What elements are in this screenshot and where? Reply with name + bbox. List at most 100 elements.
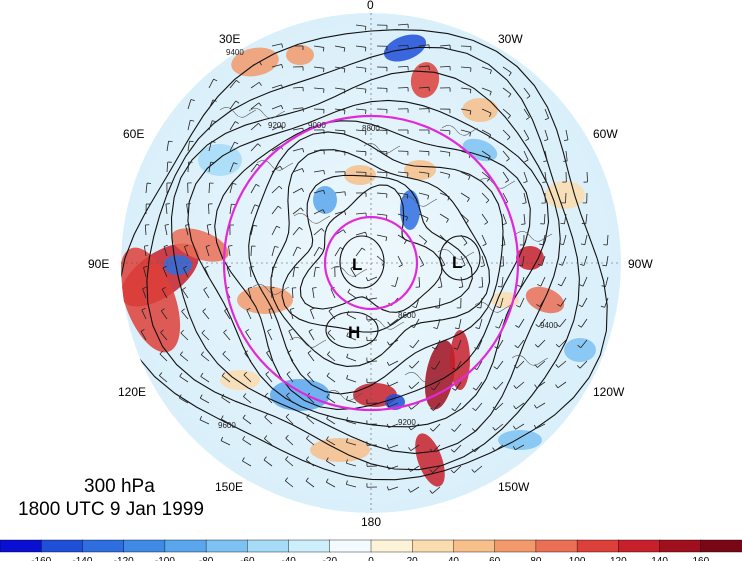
barb-flag [391,285,396,288]
wind-barb [250,224,258,236]
barb-flag [443,241,448,246]
colorbar-tick-label: 100 [569,556,586,561]
barb-staff [397,65,409,68]
barb-staff [334,129,345,132]
wind-barb [242,457,252,467]
wind-barb [243,371,252,383]
barb-staff [208,141,212,152]
barb-flag [345,480,348,485]
barb-staff [410,402,420,410]
wind-barb [514,339,525,349]
wind-barb [327,351,336,362]
wind-barb [460,234,468,246]
barb-flag [161,286,166,290]
coastline [511,355,549,366]
barb-staff [433,402,441,411]
barb-flag [184,244,189,248]
wind-barb [244,350,252,362]
barb-flag [534,364,538,368]
wind-barb [366,336,378,342]
wind-barb [471,465,483,473]
wind-barb [164,223,169,236]
barb-flag [345,459,348,464]
barb-flag [408,426,412,431]
shading-patch [237,286,293,314]
barb-staff [271,185,280,194]
barb-flag [258,82,262,86]
barb-staff [201,332,210,341]
wind-barb [292,148,305,153]
wind-barb [327,329,336,341]
barb-flag [448,174,451,179]
barb-staff [250,122,259,131]
wind-barb [250,81,262,89]
barb-flag [426,217,429,222]
shading-patch [286,45,314,65]
wind-barb [159,350,168,362]
barb-staff [439,192,450,198]
lon-label: 60E [123,127,144,141]
barb-staff [208,120,213,131]
barb-flag [207,224,212,226]
wind-barb [452,360,462,371]
wind-barb [429,423,441,432]
contour-label: 9200 [398,418,416,427]
wind-barb [242,435,252,446]
coastline [252,284,290,295]
wind-barb [600,297,609,308]
barb-staff [433,381,441,391]
barb-flag [280,105,284,110]
barb-flag [281,64,284,69]
wind-barb [165,203,170,215]
barb-staff [397,234,407,241]
wind-barb [376,234,388,242]
barb-staff [418,213,429,219]
wind-barb [271,84,284,89]
low-pressure-marker: L [352,255,362,274]
wind-barb [355,24,367,31]
barb-staff [584,234,588,245]
barb-staff [397,192,408,196]
colorbar-tick-label: 60 [489,556,501,561]
barb-staff [180,332,189,341]
contour-label: 9200 [268,121,286,130]
barb-flag [182,287,186,291]
wind-barb [166,161,172,173]
wind-barb [180,329,189,341]
barb-staff [292,148,303,152]
barb-flag [487,156,491,161]
wind-barb [481,66,492,75]
barb-flag [429,469,433,473]
barb-staff [481,108,492,114]
barb-staff [265,373,273,383]
barb-staff [264,416,273,425]
barb-flag [452,367,457,371]
barb-staff [306,395,315,404]
wind-barb [439,255,446,268]
colorbar: -160 -140 -120 -100 -80 -60 -40 -20 0 20 40 60 80 100… [0,539,742,561]
wind-barb [439,87,451,92]
barb-staff [312,288,315,299]
barb-flag [323,190,326,195]
wind-barb [200,372,210,383]
wind-barb [334,108,346,115]
barb-staff [326,397,336,404]
wind-barb [313,45,325,52]
height-contour [170,70,561,454]
barb-staff [410,465,420,472]
barb-flag [496,306,501,309]
barb-flag [159,350,163,355]
contour-label: 9000 [308,121,326,130]
barb-staff [523,129,530,139]
barb-flag [299,226,303,231]
barb-staff [460,129,471,133]
barb-staff [453,465,462,474]
barb-staff [313,170,324,173]
wind-barb [523,171,528,184]
colorbar-swatch [576,539,620,553]
barb-flag [339,247,344,250]
wind-barb [242,414,252,425]
barb-staff [502,213,507,224]
barb-flag [305,456,309,461]
wind-barb [481,108,492,117]
